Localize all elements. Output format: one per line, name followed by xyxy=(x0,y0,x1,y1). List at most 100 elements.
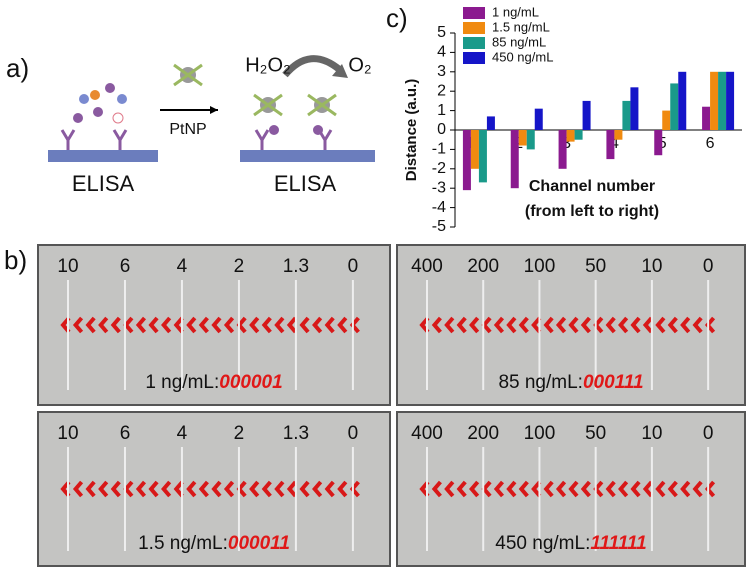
bar xyxy=(470,130,479,169)
channel-label: 50 xyxy=(585,423,606,444)
photo-caption: 450 ng/mL:111111 xyxy=(495,533,646,554)
y-tick-label: 2 xyxy=(437,82,446,99)
chevron xyxy=(299,316,310,334)
chevron xyxy=(605,480,616,498)
chevron xyxy=(518,316,529,334)
chevron xyxy=(249,480,260,498)
legend-label: 1.5 ng/mL xyxy=(492,19,550,34)
chevron xyxy=(543,480,554,498)
chevron xyxy=(506,316,517,334)
chevron xyxy=(642,316,654,334)
chevron xyxy=(642,480,654,498)
channel-label: 200 xyxy=(467,423,499,444)
x-tick-label: 5 xyxy=(658,135,667,152)
chevron xyxy=(337,480,348,498)
chevron xyxy=(173,316,184,334)
bar xyxy=(558,130,567,169)
caption: ELISA xyxy=(274,171,337,196)
y-tick-label: -1 xyxy=(432,141,446,158)
channel-label: 1.3 xyxy=(283,423,309,444)
chevron xyxy=(543,316,554,334)
chevron xyxy=(135,316,147,334)
chevron xyxy=(337,316,348,334)
channel-label: 10 xyxy=(57,423,78,444)
caption-text: 1.5 ng/mL: xyxy=(138,533,228,554)
chevron xyxy=(110,480,121,498)
caption: ELISA xyxy=(72,171,135,196)
chevron xyxy=(274,316,285,334)
chevron xyxy=(555,316,567,334)
bar xyxy=(566,130,575,142)
panel-label: a) xyxy=(6,53,29,83)
chevron xyxy=(667,480,678,498)
chevron xyxy=(618,480,629,498)
chevron xyxy=(531,316,542,334)
chevron xyxy=(223,480,235,498)
channel-label: 4 xyxy=(177,423,188,444)
chevron xyxy=(680,480,691,498)
legend-label: 450 ng/mL xyxy=(492,49,553,64)
chevron xyxy=(605,316,616,334)
legend-swatch xyxy=(463,52,485,64)
chevron xyxy=(110,316,121,334)
panel-label: c) xyxy=(386,3,408,33)
chevron xyxy=(161,480,172,498)
channel-label: 1.3 xyxy=(283,256,309,277)
caption-text: 450 ng/mL: xyxy=(495,533,590,554)
chevron xyxy=(444,316,455,334)
bar xyxy=(710,71,719,130)
x-tick-label: 4 xyxy=(610,135,619,152)
chevron xyxy=(580,316,591,334)
chevron xyxy=(630,480,641,498)
bar xyxy=(606,130,615,160)
chevron xyxy=(431,480,442,498)
channel-label: 0 xyxy=(348,256,359,277)
legend-label: 1 ng/mL xyxy=(492,4,539,19)
channel-label: 10 xyxy=(57,256,78,277)
reactant: H₂O₂ xyxy=(245,54,291,76)
photo xyxy=(37,244,391,406)
bar xyxy=(486,116,495,130)
y-axis-label: Distance (a.u.) xyxy=(403,79,420,182)
y-tick-label: 4 xyxy=(437,44,446,61)
chevron xyxy=(85,316,96,334)
bar xyxy=(726,71,735,130)
code: 111111 xyxy=(590,533,646,554)
bar xyxy=(582,100,591,130)
channel-label: 200 xyxy=(467,256,499,277)
bar xyxy=(518,130,527,146)
channel-label: 0 xyxy=(348,423,359,444)
legend-label: 85 ng/mL xyxy=(492,34,546,49)
channel-label: 50 xyxy=(585,256,606,277)
bar xyxy=(526,130,535,150)
product: O₂ xyxy=(348,54,371,76)
x-tick-label: 3 xyxy=(562,135,571,152)
chevron xyxy=(312,316,323,334)
y-tick-label: -5 xyxy=(432,218,446,235)
channel-label: 6 xyxy=(120,256,131,277)
chevron xyxy=(506,480,517,498)
chevron xyxy=(555,480,567,498)
chevron xyxy=(667,316,678,334)
chevron xyxy=(161,316,172,334)
chevron xyxy=(286,480,298,498)
y-tick-label: -3 xyxy=(432,179,446,196)
chevron xyxy=(198,316,209,334)
chevron xyxy=(98,480,109,498)
bar xyxy=(718,71,727,130)
caption-text: 85 ng/mL: xyxy=(498,372,583,393)
bar xyxy=(574,130,583,140)
chevron xyxy=(618,316,629,334)
bar xyxy=(534,108,543,130)
legend-swatch xyxy=(463,7,485,19)
chevron xyxy=(580,480,591,498)
channel-label: 0 xyxy=(703,423,714,444)
code: 000001 xyxy=(219,372,282,393)
chevron xyxy=(261,316,272,334)
chevron xyxy=(249,316,260,334)
chevron xyxy=(261,480,272,498)
chevron xyxy=(493,316,505,334)
channel-label: 400 xyxy=(411,423,443,444)
chevron xyxy=(456,316,467,334)
chevron xyxy=(211,316,222,334)
